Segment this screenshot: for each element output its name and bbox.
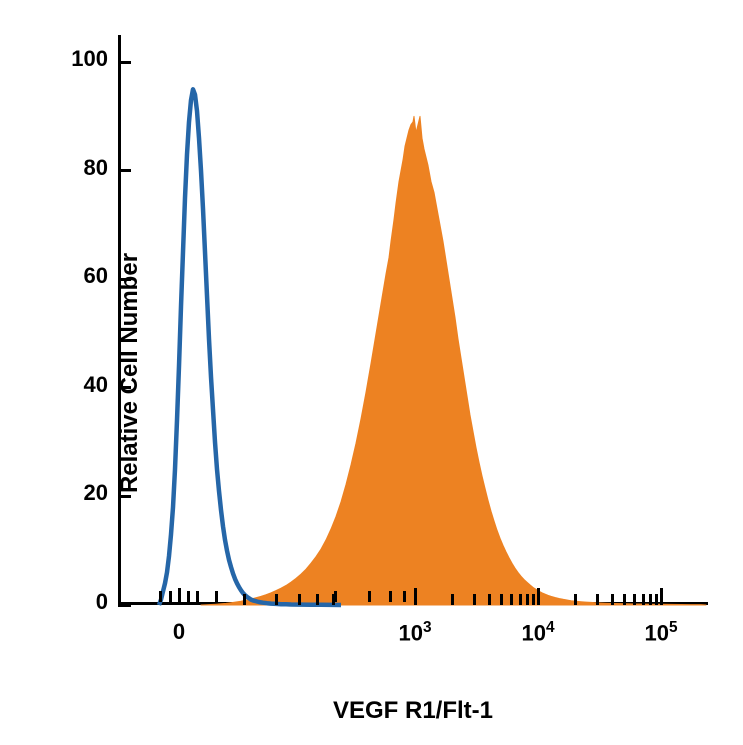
y-tick-mark bbox=[118, 278, 131, 281]
histogram-svg bbox=[121, 35, 711, 605]
x-tick-minor bbox=[368, 591, 371, 602]
x-tick-minor bbox=[187, 591, 190, 602]
x-tick-minor bbox=[215, 591, 218, 602]
x-axis-label: VEGF R1/Flt-1 bbox=[333, 697, 493, 725]
x-tick-major bbox=[660, 588, 663, 605]
plot-area: 020406080100 0103104105 bbox=[118, 35, 708, 605]
histogram-control bbox=[159, 89, 341, 605]
x-tick-minor bbox=[488, 594, 491, 605]
y-tick-label: 80 bbox=[84, 155, 108, 181]
x-tick-minor bbox=[316, 594, 319, 605]
x-tick-minor bbox=[532, 594, 535, 605]
x-tick-major bbox=[414, 588, 417, 605]
flow-cytometry-histogram: Relative Cell Number 020406080100 010310… bbox=[0, 0, 743, 745]
y-tick-label: 40 bbox=[84, 372, 108, 398]
x-tick-minor bbox=[275, 594, 278, 605]
x-tick-minor bbox=[332, 594, 335, 605]
x-tick-minor bbox=[649, 594, 652, 605]
x-tick-minor bbox=[169, 591, 172, 602]
y-tick-label: 60 bbox=[84, 263, 108, 289]
x-tick-minor bbox=[574, 594, 577, 605]
x-tick-minor bbox=[526, 594, 529, 605]
y-tick-mark bbox=[118, 495, 131, 498]
x-tick-major bbox=[178, 588, 181, 605]
x-tick-minor bbox=[596, 594, 599, 605]
y-tick-mark bbox=[118, 386, 131, 389]
x-tick-minor bbox=[451, 594, 454, 605]
x-tick-label: 103 bbox=[398, 619, 431, 646]
x-tick-major bbox=[537, 588, 540, 605]
y-tick-label: 100 bbox=[71, 46, 108, 72]
x-tick-minor bbox=[159, 591, 162, 602]
x-tick-label: 0 bbox=[173, 619, 185, 645]
x-tick-minor bbox=[623, 594, 626, 605]
x-tick-label: 104 bbox=[521, 619, 554, 646]
y-tick-mark bbox=[118, 61, 131, 64]
x-tick-minor bbox=[500, 594, 503, 605]
x-tick-minor bbox=[243, 594, 246, 605]
y-tick-label: 0 bbox=[96, 589, 108, 615]
x-tick-minor bbox=[403, 591, 406, 602]
x-tick-minor bbox=[389, 591, 392, 602]
x-tick-label: 105 bbox=[644, 619, 677, 646]
y-tick-mark bbox=[118, 169, 131, 172]
x-tick-minor bbox=[642, 594, 645, 605]
x-tick-minor bbox=[196, 591, 199, 602]
y-tick-label: 20 bbox=[84, 480, 108, 506]
x-tick-minor bbox=[519, 594, 522, 605]
x-tick-minor bbox=[473, 594, 476, 605]
y-tick-mark bbox=[118, 604, 131, 607]
x-tick-minor bbox=[510, 594, 513, 605]
x-tick-minor bbox=[633, 594, 636, 605]
x-tick-minor bbox=[611, 594, 614, 605]
histogram-stained bbox=[201, 116, 706, 605]
x-tick-minor bbox=[298, 594, 301, 605]
x-tick-minor bbox=[655, 594, 658, 605]
